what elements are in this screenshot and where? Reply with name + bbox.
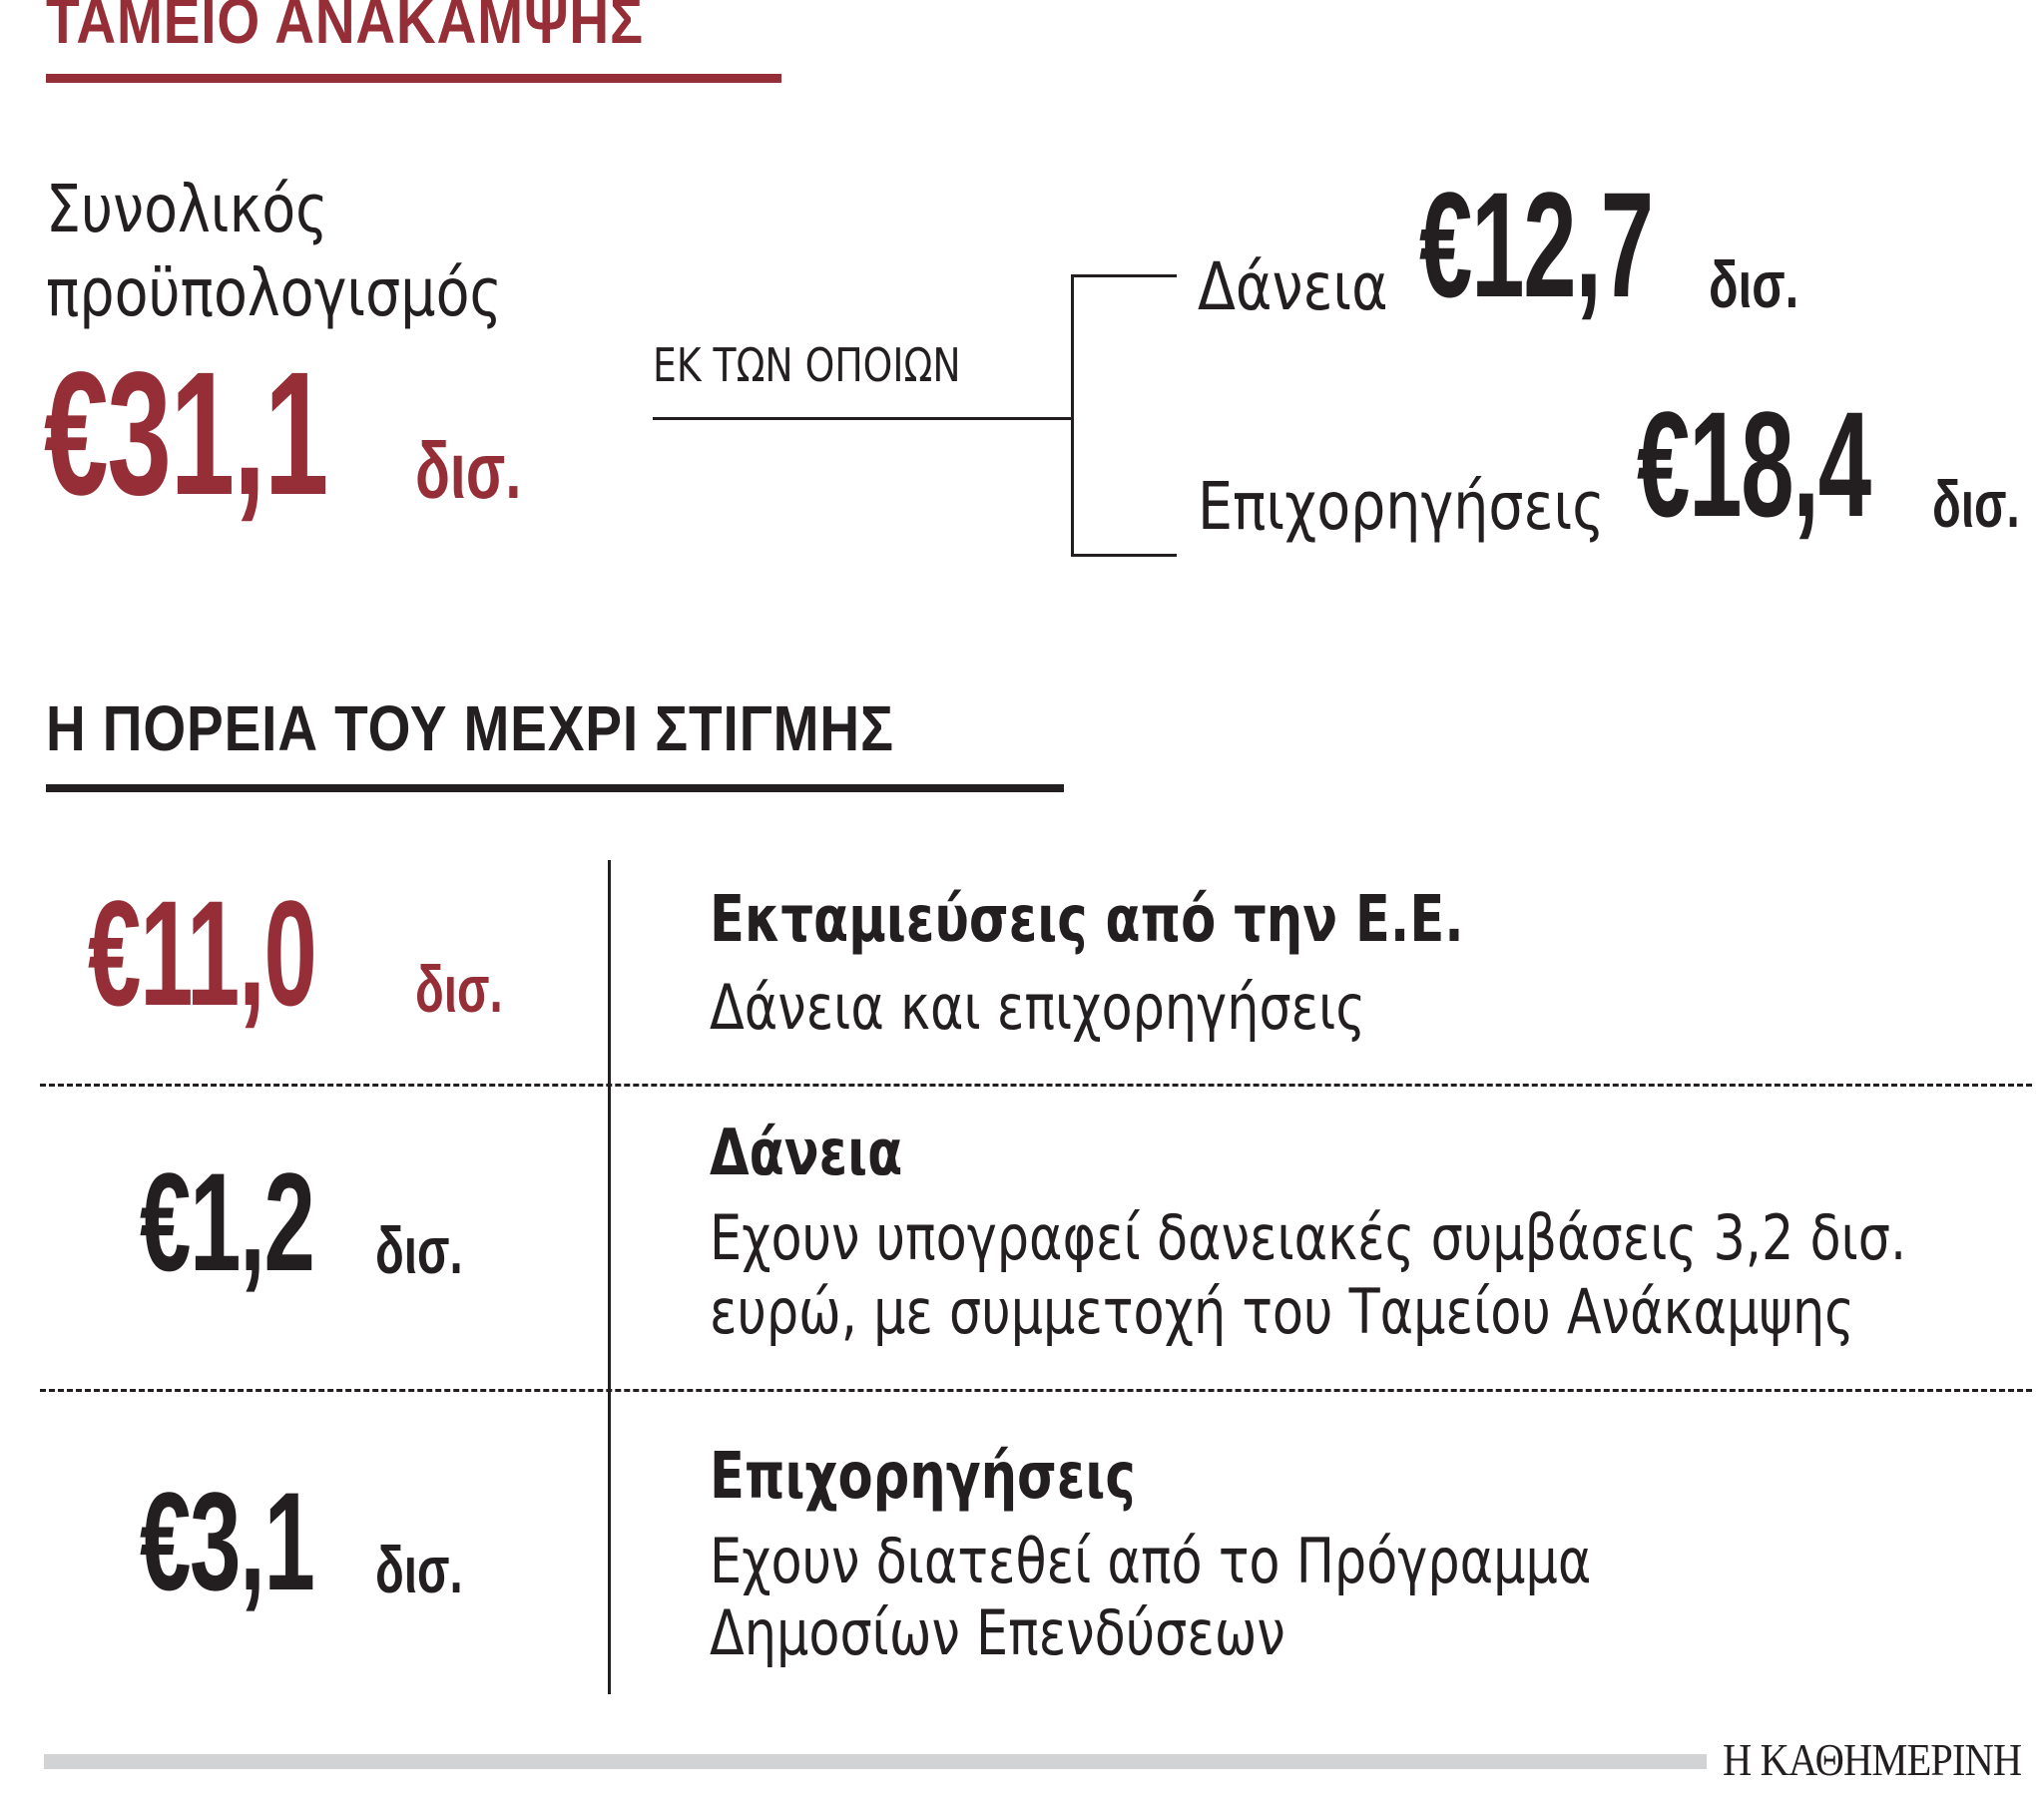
loans-value: €12,7 [1419, 161, 1654, 328]
total-budget-unit: δισ. [415, 431, 563, 511]
bracket-vertical-line [1071, 274, 1074, 557]
progress-title-underline [46, 784, 1064, 792]
row3-desc-line1: Εχουν διατεθεί από το Πρόγραμμα [710, 1525, 1592, 1597]
budget-label-line2: προϋπολογισμός [46, 254, 503, 331]
grants-value: €18,4 [1637, 380, 1871, 548]
brand-logo-text: Η ΚΑΘΗΜΕΡΙΝΗ [1723, 1734, 2022, 1785]
row2-desc-line2: ευρώ, με συμμετοχή του Ταμείου Ανάκαμψης [710, 1275, 1855, 1348]
progress-title: Η ΠΟΡΕΙΑ ΤΟΥ ΜΕΧΡΙ ΣΤΙΓΜΗΣ [46, 690, 1032, 766]
budget-label-line1: Συνολικός [46, 171, 328, 247]
progress-title-text: Η ΠΟΡΕΙΑ ΤΟΥ ΜΕΧΡΙ ΣΤΙΓΜΗΣ [46, 692, 894, 764]
progress-row-1: €11,0 δισ. Εκταμιεύσεις από την Ε.Ε. Δάν… [0, 868, 2044, 1078]
row1-unit: δισ. [415, 952, 503, 1026]
connector-label-text: ΕΚ ΤΩΝ ΟΠΟΙΩΝ [653, 338, 961, 392]
bracket-bottom-stub [1071, 554, 1177, 557]
row2-value: €1,2 [140, 1143, 315, 1300]
connector-label: ΕΚ ΤΩΝ ΟΠΟΙΩΝ [653, 335, 1028, 395]
bracket-top-stub [1071, 274, 1177, 277]
budget-label: Συνολικός προϋπολογισμός [46, 168, 589, 335]
grants-label: Επιχορηγήσεις [1198, 468, 1605, 545]
title-underline [46, 74, 781, 83]
row-separator-1 [40, 1084, 2032, 1087]
row1-title: Εκταμιεύσεις από την Ε.Ε. [710, 883, 1464, 957]
grants-unit: δισ. [1932, 467, 2020, 541]
breakdown-grants: Επιχορηγήσεις €18,4 δισ. [1198, 389, 2044, 569]
progress-row-2: €1,2 δισ. Δάνεια Εχουν υπογραφεί δανειακ… [0, 1098, 2044, 1387]
brand-logo: Η ΚΑΘΗΜΕΡΙΝΗ [1723, 1732, 2044, 1788]
footer-bar [44, 1754, 1707, 1769]
breakdown-loans: Δάνεια €12,7 δισ. [1198, 170, 2036, 339]
row2-unit: δισ. [375, 1213, 463, 1287]
row1-desc-line1: Δάνεια και επιχορηγήσεις [710, 971, 1366, 1044]
row2-desc-line1: Εχουν υπογραφεί δανειακές συμβάσεις 3,2 … [710, 1201, 1907, 1274]
row-separator-2 [40, 1389, 2032, 1392]
total-value-number: €31,1 [44, 336, 328, 532]
row3-desc-line2: Δημοσίων Επενδύσεων [710, 1596, 1285, 1669]
row2-title: Δάνεια [710, 1117, 903, 1190]
connector-horizontal-line [653, 417, 1073, 420]
row3-title: Επιχορηγήσεις [710, 1440, 1136, 1514]
page-title-text: ΤΑΜΕΙΟ ΑΝΑΚΑΜΨΗΣ [46, 0, 644, 57]
row3-value: €3,1 [140, 1463, 315, 1619]
row1-value: €11,0 [88, 869, 317, 1037]
row3-unit: δισ. [375, 1533, 463, 1606]
total-budget-value: €31,1 [44, 336, 473, 575]
timeline-vertical-divider [608, 860, 611, 1694]
page-title: ΤΑΜΕΙΟ ΑΝΑΚΑΜΨΗΣ [46, 0, 741, 56]
total-unit-text: δισ. [415, 426, 522, 515]
progress-row-3: €3,1 δισ. Επιχορηγήσεις Εχουν διατεθεί α… [0, 1417, 2044, 1696]
loans-unit: δισ. [1709, 247, 1799, 321]
loans-label: Δάνεια [1198, 248, 1388, 325]
